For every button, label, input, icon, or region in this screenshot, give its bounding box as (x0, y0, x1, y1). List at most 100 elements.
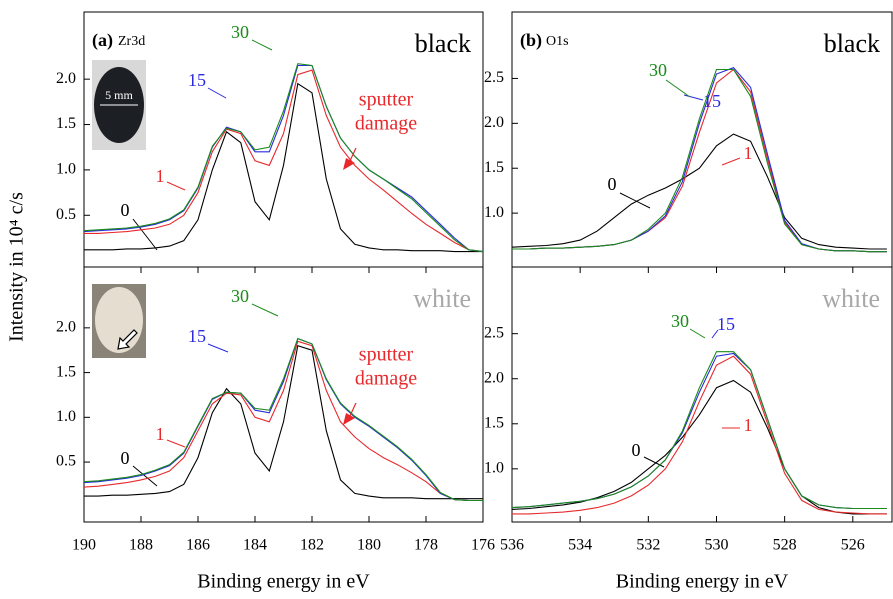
spectrum-line (512, 68, 887, 253)
y-tick-label: 0.5 (56, 453, 76, 470)
annotation-arrowhead (343, 158, 355, 170)
y-tick-label: 0.5 (56, 206, 76, 223)
label-leader (132, 465, 158, 487)
x-tick-label: 528 (773, 537, 797, 554)
label-leader (643, 456, 665, 468)
sample-label: black (824, 29, 880, 58)
x-tick-label: 176 (471, 537, 495, 554)
label-leader (166, 181, 186, 191)
inset-white-sample (92, 284, 146, 358)
spectrum-line (511, 379, 887, 515)
sample-label: white (413, 284, 471, 313)
spectrum-line (511, 352, 887, 510)
annotation: damage (355, 368, 417, 390)
series-label: 1 (156, 424, 165, 444)
series-label: 0 (121, 200, 130, 220)
y-tick-label: 2.0 (56, 319, 76, 336)
x-tick-label: 534 (568, 537, 592, 554)
spectrum-line (84, 69, 484, 253)
x-tick-label: 536 (500, 537, 524, 554)
x-tick-label: 190 (72, 537, 96, 554)
y-axis-label: Intensity in 10⁴ c/s (6, 192, 28, 342)
label-leader (721, 157, 741, 166)
sample-label: white (822, 284, 880, 313)
x-tick-label: 188 (129, 537, 153, 554)
series-label: 30 (649, 60, 667, 80)
spectrum-line (83, 337, 483, 502)
panel-label: (a) (92, 30, 113, 51)
spectrum-line (512, 67, 887, 253)
spectrum-line (512, 68, 887, 253)
series-label: 1 (744, 415, 753, 435)
spectrum-line (84, 82, 483, 253)
annotation: sputter (359, 344, 414, 366)
label-leader (683, 94, 704, 101)
annotation: sputter (359, 89, 414, 111)
series-label: 0 (121, 448, 130, 468)
x-axis-label: Binding energy in eV (197, 571, 370, 593)
y-tick-label: 2.0 (56, 70, 76, 87)
label-leader (207, 343, 229, 353)
plot-frame (511, 11, 893, 268)
x-tick-label: 186 (186, 537, 210, 554)
panel: 1.0 1.5 2.0 2.5 536 534 532 530 528 526 Binding en… (484, 266, 893, 593)
spectrum-line (83, 63, 484, 253)
x-tick-label: 532 (636, 537, 660, 554)
y-tick-label: 1.5 (56, 115, 76, 132)
spectrum-line (83, 337, 483, 502)
sample-label: black (415, 29, 471, 58)
y-tick-label: 2.0 (484, 114, 504, 131)
series-label: 15 (188, 70, 206, 90)
y-tick-label: 1.5 (484, 159, 504, 176)
spectrum-line (83, 340, 483, 502)
spectrum-line (511, 133, 887, 250)
x-tick-label: 180 (357, 537, 381, 554)
series-label: 0 (632, 440, 641, 460)
x-axis-label: Binding energy in eV (616, 571, 789, 593)
spectrum-line (512, 355, 887, 515)
x-tick-label: 530 (704, 537, 728, 554)
annotation-arrowhead (343, 413, 355, 425)
y-tick-label: 1.0 (484, 204, 504, 221)
y-tick-label: 1.5 (56, 363, 76, 380)
annotation: damage (355, 113, 417, 135)
spectrum-line (511, 351, 887, 510)
y-tick-label: 1.5 (484, 414, 504, 431)
series-label: 1 (744, 143, 753, 163)
panel: 0.5 1.0 1.5 2.0 190 188 186 184 182 180 178 176 Bind… (56, 266, 495, 593)
inset-black-sample: 5 mm (92, 60, 146, 150)
series-label: 30 (671, 311, 689, 331)
panel: 0.5 1.0 1.5 2.0 0 1 15 30 (a) Zr3d black sputterdam… (56, 11, 484, 268)
x-tick-label: 182 (300, 537, 324, 554)
y-tick-label: 1.0 (484, 460, 504, 477)
series-label: 30 (231, 286, 249, 306)
series-label: 30 (231, 22, 249, 42)
panel-label: (b) (520, 30, 542, 51)
x-tick-label: 184 (243, 537, 267, 554)
x-tick-label: 526 (841, 537, 865, 554)
series-label: 0 (608, 174, 617, 194)
y-tick-label: 1.0 (56, 408, 76, 425)
panel-sublabel: Zr3d (118, 34, 145, 49)
scale-label: 5 mm (105, 88, 133, 102)
series-label: 15 (717, 314, 735, 334)
y-tick-label: 1.0 (56, 161, 76, 178)
series-label: 1 (156, 166, 165, 186)
label-leader (166, 439, 186, 448)
panel-sublabel: O1s (546, 34, 569, 49)
plot-frame (83, 11, 484, 268)
label-leader (619, 192, 651, 209)
label-leader (132, 218, 158, 251)
y-tick-label: 2.5 (484, 324, 504, 341)
spectrum-line (83, 64, 484, 253)
spectrum-line (84, 344, 483, 500)
label-leader (711, 329, 719, 339)
label-leader (689, 328, 706, 339)
x-tick-label: 178 (414, 537, 438, 554)
label-leader (665, 79, 691, 98)
y-tick-label: 2.5 (484, 69, 504, 86)
label-leader (251, 39, 273, 51)
